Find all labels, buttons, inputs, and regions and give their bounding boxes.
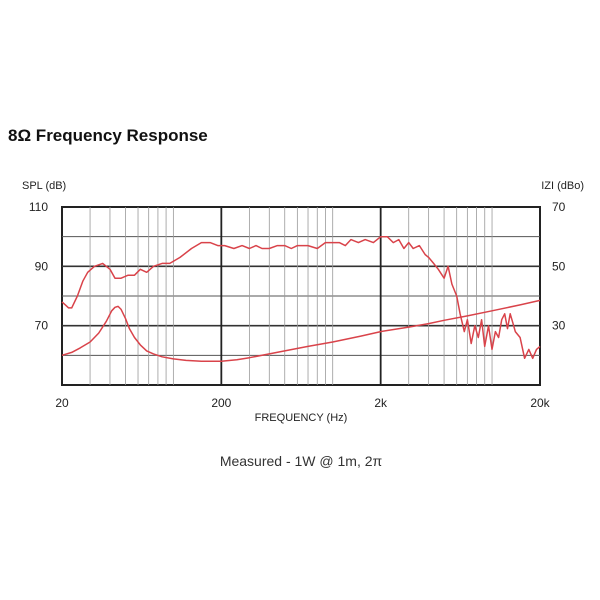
y-tick-label: 90: [35, 259, 49, 273]
impedance-line: [61, 299, 541, 363]
chart-grid: [62, 207, 540, 385]
x-tick-label: 2k: [374, 396, 388, 410]
y2-tick-label: 70: [552, 200, 566, 214]
y2-tick-label: 50: [552, 259, 566, 273]
y-tick-label: 70: [35, 319, 49, 333]
tick-labels: 20 200 2k 20k 110 90 70 70 50 30: [29, 200, 566, 410]
chart-title: 8Ω Frequency Response: [8, 126, 208, 145]
y-axis-label: SPL (dB): [22, 180, 66, 192]
series-group: [61, 235, 541, 363]
y2-axis-label: IZI (dBo): [541, 180, 584, 192]
x-tick-label: 20: [55, 396, 69, 410]
y-tick-label: 110: [29, 200, 48, 214]
x-axis-label: FREQUENCY (Hz): [255, 412, 348, 424]
y2-tick-label: 30: [552, 319, 566, 333]
x-tick-label: 20k: [530, 396, 550, 410]
spl-line: [61, 235, 541, 360]
measurement-caption: Measured - 1W @ 1m, 2π: [220, 453, 383, 469]
x-tick-label: 200: [211, 396, 231, 410]
